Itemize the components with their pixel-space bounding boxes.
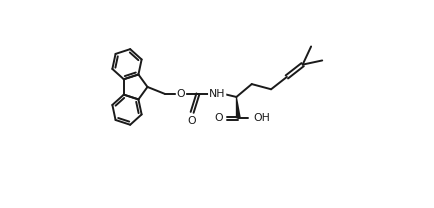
Text: O: O (176, 89, 185, 99)
Text: NH: NH (208, 89, 225, 99)
Polygon shape (235, 97, 240, 118)
Text: OH: OH (253, 113, 270, 123)
Text: O: O (214, 113, 223, 123)
Text: O: O (187, 116, 196, 126)
